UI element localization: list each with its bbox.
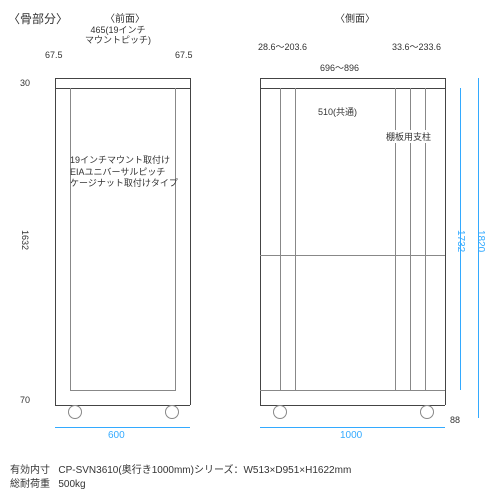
dim-1000-line bbox=[260, 427, 445, 428]
side-left bbox=[260, 78, 261, 405]
caster-fr bbox=[165, 405, 179, 419]
side-inner-b bbox=[260, 390, 445, 391]
footer-1a: 有効内寸 bbox=[10, 465, 50, 476]
footer-2b: 500kg bbox=[58, 479, 85, 490]
front-top-label: 465(19インチ マウントピッチ) bbox=[85, 26, 151, 46]
side-p2 bbox=[295, 88, 296, 390]
front-inner-l bbox=[70, 88, 71, 390]
dim-1820: 1820 bbox=[475, 230, 486, 252]
dim-70: 70 bbox=[20, 395, 30, 405]
dim-1000: 1000 bbox=[340, 430, 362, 441]
front-top bbox=[55, 78, 190, 79]
dim-30: 30 bbox=[20, 78, 30, 88]
caster-sl bbox=[273, 405, 287, 419]
side-bot bbox=[260, 405, 445, 406]
side-dim-right: 33.6～233.6 bbox=[392, 40, 441, 53]
front-heading: 〈前面〉 bbox=[105, 10, 145, 25]
footer-1b: CP-SVN3610(奥行き1000mm)シリーズ：W513×D951×H162… bbox=[58, 465, 351, 476]
dim-88: 88 bbox=[450, 415, 460, 425]
main-title: 〈骨部分〉 bbox=[8, 10, 68, 27]
front-cap bbox=[55, 88, 190, 89]
pillar-label: 棚板用支柱 bbox=[386, 130, 431, 143]
dim-1632: 1632 bbox=[20, 230, 30, 250]
mount-text: 19インチマウント取付け EIAユニバーサルピッチ ケージナット取付けタイプ bbox=[70, 155, 178, 190]
side-cap bbox=[260, 88, 445, 89]
caster-fl bbox=[68, 405, 82, 419]
side-p1 bbox=[280, 88, 281, 390]
side-top bbox=[260, 78, 445, 79]
side-right bbox=[445, 78, 446, 405]
side-width-range: 696～896 bbox=[320, 61, 359, 74]
footer: 有効内寸 CP-SVN3610(奥行き1000mm)シリーズ：W513×D951… bbox=[10, 464, 351, 492]
dim-600: 600 bbox=[108, 430, 125, 441]
caster-sr bbox=[420, 405, 434, 419]
front-inner-b bbox=[70, 390, 176, 391]
side-dim-left: 28.6～203.6 bbox=[258, 40, 307, 53]
dim-1732-line bbox=[460, 88, 461, 390]
front-gap-left: 67.5 bbox=[45, 50, 63, 60]
front-left bbox=[55, 78, 56, 405]
dim-1820-line bbox=[478, 78, 479, 418]
dim-600-line bbox=[55, 427, 190, 428]
front-gap-right: 67.5 bbox=[175, 50, 193, 60]
side-heading: 〈側面〉 bbox=[335, 10, 375, 25]
footer-2a: 総耐荷重 bbox=[10, 479, 50, 490]
front-inner-r bbox=[175, 88, 176, 390]
common-label: 510(共通) bbox=[318, 105, 357, 118]
front-right bbox=[190, 78, 191, 405]
side-shelf bbox=[260, 255, 445, 256]
